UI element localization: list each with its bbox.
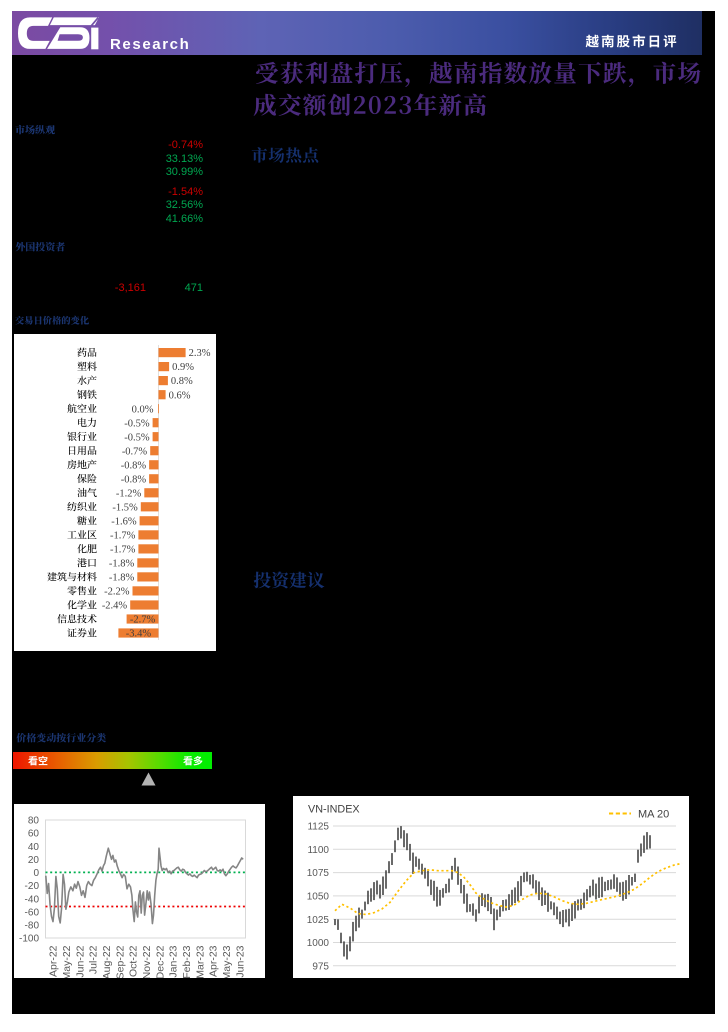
svg-text:-0.8%: -0.8% — [121, 474, 147, 485]
svg-text:Apr-22: Apr-22 — [48, 945, 60, 977]
svg-text:-40: -40 — [25, 894, 40, 905]
svg-text:60: 60 — [28, 829, 40, 840]
svg-text:-0.5%: -0.5% — [124, 432, 150, 443]
svg-text:0.6%: 0.6% — [169, 390, 191, 401]
svg-text:40: 40 — [28, 842, 40, 853]
svg-text:0.9%: 0.9% — [172, 362, 194, 373]
svg-text:0: 0 — [33, 868, 39, 879]
svg-text:-2.4%: -2.4% — [102, 601, 128, 612]
svg-text:1000: 1000 — [307, 938, 330, 949]
svg-text:1100: 1100 — [307, 845, 329, 856]
svg-text:1050: 1050 — [307, 892, 330, 903]
svg-text:MA 20: MA 20 — [638, 809, 669, 821]
svg-text:2.3%: 2.3% — [189, 348, 211, 359]
svg-text:1125: 1125 — [307, 822, 329, 833]
svg-text:Apr-23: Apr-23 — [208, 945, 220, 977]
svg-text:Feb-23: Feb-23 — [181, 945, 193, 978]
svg-text:Jun-22: Jun-22 — [74, 945, 86, 977]
svg-text:Jun-23: Jun-23 — [234, 945, 246, 977]
svg-text:Nov-22: Nov-22 — [141, 945, 153, 978]
svg-text:-80: -80 — [25, 921, 40, 932]
svg-text:-1.7%: -1.7% — [110, 531, 136, 542]
svg-text:-0.5%: -0.5% — [124, 418, 150, 429]
svg-text:20: 20 — [28, 855, 40, 866]
svg-text:-100: -100 — [19, 934, 39, 945]
svg-text:Aug-22: Aug-22 — [101, 945, 113, 978]
svg-text:-20: -20 — [25, 881, 40, 892]
svg-text:975: 975 — [312, 961, 329, 972]
svg-text:-2.7%: -2.7% — [130, 615, 156, 626]
svg-text:80: 80 — [28, 816, 40, 827]
svg-text:VN-INDEX: VN-INDEX — [308, 804, 360, 816]
svg-text:May-23: May-23 — [221, 945, 233, 978]
svg-text:May-22: May-22 — [61, 945, 73, 978]
svg-text:-0.8%: -0.8% — [121, 460, 147, 471]
svg-text:Mar-23: Mar-23 — [194, 945, 206, 978]
svg-text:-1.8%: -1.8% — [109, 573, 135, 584]
svg-text:Dec-22: Dec-22 — [154, 945, 166, 978]
svg-text:Oct-22: Oct-22 — [128, 945, 140, 977]
svg-text:Jul-22: Jul-22 — [88, 945, 100, 974]
svg-text:-2.2%: -2.2% — [104, 587, 130, 598]
svg-text:-0.7%: -0.7% — [122, 446, 148, 457]
svg-text:Sep-22: Sep-22 — [114, 945, 126, 978]
svg-text:Jan-23: Jan-23 — [168, 945, 180, 977]
svg-text:-1.2%: -1.2% — [116, 488, 142, 499]
svg-text:-3.4%: -3.4% — [126, 629, 152, 640]
svg-text:0.0%: 0.0% — [132, 404, 154, 415]
svg-text:-1.6%: -1.6% — [111, 516, 137, 527]
svg-text:-1.5%: -1.5% — [112, 502, 138, 513]
svg-text:0.8%: 0.8% — [171, 376, 193, 387]
svg-text:-1.7%: -1.7% — [110, 545, 136, 556]
svg-text:1075: 1075 — [307, 868, 330, 879]
svg-text:1025: 1025 — [307, 915, 330, 926]
svg-text:-1.8%: -1.8% — [109, 559, 135, 570]
svg-text:-60: -60 — [25, 907, 40, 918]
